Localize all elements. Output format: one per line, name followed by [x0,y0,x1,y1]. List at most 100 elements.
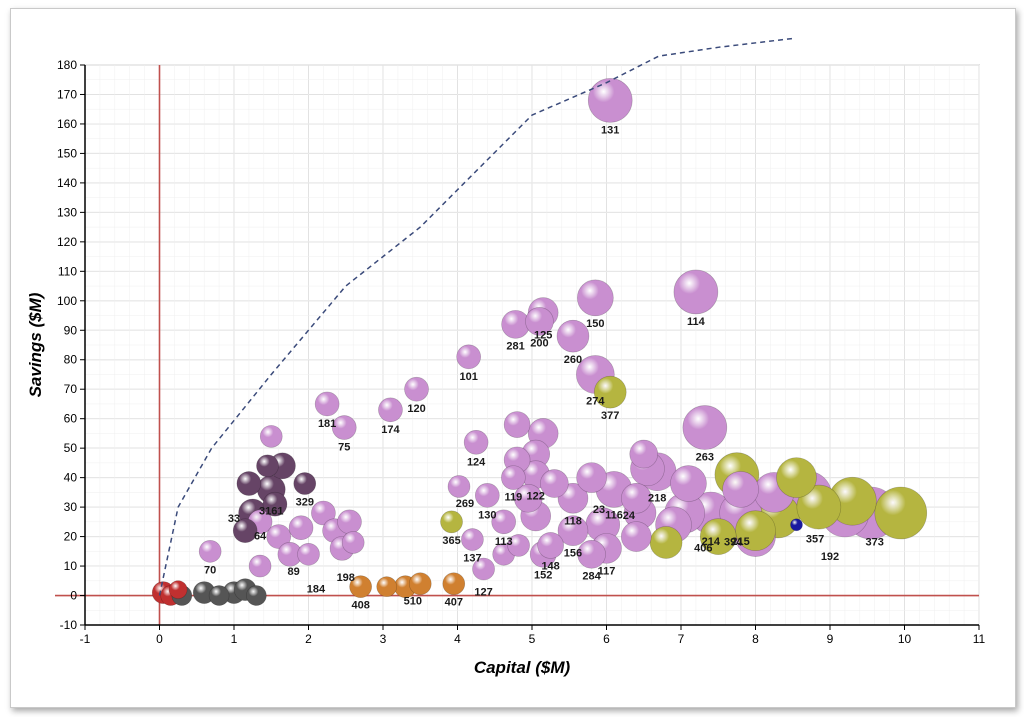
bubble-label: 148 [541,560,559,572]
y-tick-label: 30 [64,500,78,514]
bubble-label: 137 [463,553,481,565]
bubble-label: 120 [407,403,425,415]
bubble [311,500,336,526]
bubble [557,515,589,546]
x-tick-label: 9 [827,632,834,646]
y-tick-label: 50 [64,441,78,455]
bubble [408,572,432,596]
bubble [259,425,283,448]
bubble [525,307,554,336]
bubble-label: 357 [806,533,824,545]
x-tick-label: 2 [305,632,312,646]
bubble [232,518,258,543]
bubble [314,391,340,417]
bubble-label: 75 [338,442,350,454]
bubble [491,509,516,535]
bubble-label: 200 [530,337,548,349]
y-tick-label: 140 [57,176,77,190]
x-tick-label: 8 [752,632,759,646]
bubble [472,557,495,581]
bubble-label: 118 [564,515,582,527]
bubble-label: 122 [527,491,545,503]
bubble-label: 510 [404,595,422,607]
bubble [735,510,776,551]
bubble [262,491,288,517]
bubble-label: 24 [623,510,636,522]
bubble [266,524,292,549]
bubble [378,397,403,423]
bubble [722,471,759,508]
bubble [288,515,314,541]
bubble [577,539,606,569]
chart-frame: 131 114 150 125 281 200 260 274 101 120 174 181 75 26… [10,8,1016,708]
bubble [501,465,526,490]
bubble-label: 64 [254,531,267,543]
bubble [537,532,564,559]
bubble [236,471,262,496]
bubble-label: 23 [593,504,605,516]
bubble [404,376,429,402]
x-tick-label: -1 [80,632,91,646]
bubble [293,472,317,495]
bubble [501,310,530,339]
bubble-label: 329 [296,497,314,509]
bubble-label: 281 [506,340,524,352]
bubble [796,484,842,530]
bubble [331,415,357,440]
bubble-label: 215 [731,536,749,548]
axes: -1 0 1 2 3 4 5 6 7 8 9 10 11-10010203040506070809010… [57,58,986,646]
y-tick-label: 20 [64,530,78,544]
bubble-label: 3161 [259,505,283,517]
bubble-label: 218 [648,493,666,505]
bubble-label: 130 [478,509,496,521]
bubble [540,469,569,498]
x-axis-title: Capital ($M) [474,658,571,677]
bubble [673,269,719,315]
bubble-label: 119 [505,492,523,504]
bubble [593,375,627,409]
bubble-label: 284 [582,570,601,582]
bubble-label: 184 [307,584,326,596]
bubble-label: 263 [696,452,714,464]
bubble [670,465,707,502]
bubble [699,518,737,555]
bubble-label: 260 [564,354,582,366]
bubble [248,554,272,578]
bubble [168,580,188,599]
bubble [256,454,279,478]
bubble [620,521,652,552]
x-tick-label: 11 [973,632,986,646]
bubble [376,576,398,597]
frontier-curve [158,37,793,596]
bubble [442,572,466,596]
y-tick-label: 130 [57,205,77,219]
bubble-label: 365 [442,535,460,547]
bubble-label: 274 [586,395,605,407]
bubble-label: 181 [318,418,336,430]
bubble [297,542,320,566]
bubble-label: 198 [337,572,355,584]
bubble [874,486,928,540]
y-tick-label: 100 [57,294,77,308]
bubble-label: 117 [598,565,616,577]
bubble-label: 174 [381,424,400,436]
bubble [208,585,230,606]
bubble-label: 33 [228,513,240,525]
x-tick-label: 7 [678,632,685,646]
y-tick-label: 0 [70,589,77,603]
bubble [341,531,365,554]
bubble [776,457,817,498]
y-tick-label: 120 [57,235,77,249]
bubble-label: 101 [459,371,477,383]
bubble [456,344,481,370]
bubbles [151,78,928,606]
bubble-label: 116 [605,509,623,521]
bubble-label: 269 [456,498,474,510]
bubble [440,510,463,534]
y-tick-label: 80 [64,353,78,367]
bubble-label: 131 [601,124,619,136]
bubble [556,319,590,353]
x-tick-label: 6 [603,632,610,646]
